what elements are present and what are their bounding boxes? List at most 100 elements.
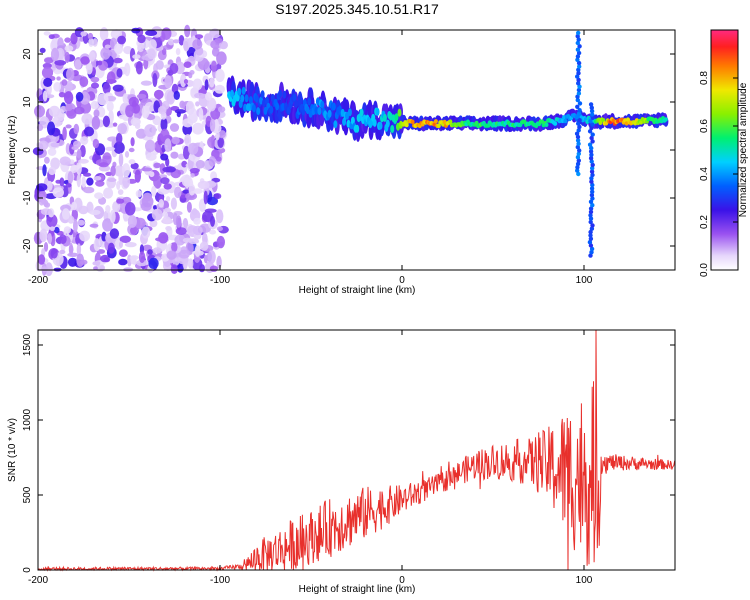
spectrogram-noise-blob: [210, 60, 217, 73]
spectrogram-ridge-core: [292, 93, 297, 102]
colorbar-gradient: [710, 29, 739, 271]
spectrogram-noise-blob: [203, 254, 208, 264]
spectrogram-noise-blob: [83, 172, 92, 177]
spectrogram-noise-blob: [124, 202, 136, 216]
spectrogram-streak: [589, 226, 595, 231]
spectrogram-noise-blob: [145, 139, 156, 153]
spectrogram-noise-blob: [214, 38, 223, 44]
spectrogram-streak: [588, 233, 593, 238]
spectrogram-streak: [577, 108, 582, 113]
spectrogram-noise-blob: [195, 101, 200, 107]
spectrogram-streak: [590, 115, 595, 121]
spectrogram-noise-blob: [134, 169, 141, 183]
spectrogram-noise-blob: [74, 106, 85, 115]
spectrogram-streak: [575, 138, 581, 143]
spectrogram-noise-blob: [124, 151, 130, 158]
spectrogram-noise-blob: [119, 249, 128, 257]
spectrogram-noise-blob: [171, 136, 180, 145]
spectrogram-noise-blob: [151, 208, 163, 221]
spectrogram-noise-blob: [42, 164, 47, 177]
spectrogram-noise-blob: [141, 167, 153, 172]
spectrogram-x-ticks: -200 -100 0 100: [28, 30, 593, 286]
spectrogram-noise-blob: [78, 158, 89, 164]
spectrogram-noise-blob: [94, 192, 104, 199]
spectrogram-ridge-core: [382, 113, 387, 122]
spectrogram-noise-blob: [174, 234, 186, 246]
spectrogram-noise-blob: [192, 122, 204, 135]
spectrogram-noise-blob: [80, 56, 90, 65]
spectrogram-noise-blob: [184, 134, 192, 146]
spectrogram-streak: [588, 149, 594, 154]
snr-x-label: Height of straight line (km): [299, 584, 416, 595]
spectrogram-noise-blob: [76, 253, 85, 267]
spectrogram-ridge-core: [243, 103, 248, 112]
spectrogram-noise-blob: [135, 190, 143, 198]
spectrogram-noise-blob: [203, 190, 208, 205]
spectrogram-noise-blob: [187, 142, 199, 155]
spectrogram-ridge-core: [244, 94, 249, 103]
spectrogram-noise-blob: [64, 51, 70, 64]
spectrogram-noise-blob: [129, 255, 139, 260]
spectrogram-noise-blob: [182, 255, 188, 270]
spectrogram-noise-blob: [105, 146, 116, 151]
spectrogram-noise-blob: [162, 166, 174, 173]
spectrogram-noise-blob: [117, 189, 124, 196]
spectrogram-noise-blob: [214, 193, 222, 200]
spectrogram-noise-blob: [65, 103, 73, 111]
spectrogram-noise-blob: [91, 115, 101, 130]
spectrogram-noise-blob: [62, 126, 67, 140]
spectrogram-noise-blob: [117, 123, 127, 135]
spectrogram-noise-blob: [219, 40, 228, 50]
spectrogram-ridge-core: [355, 124, 360, 133]
spectrogram-noise-blob: [198, 107, 204, 122]
spectrogram-streak: [588, 213, 593, 218]
colorbar-ticks: 0.0 0.2 0.4 0.6 0.8: [699, 71, 738, 277]
spectrogram-streak: [589, 169, 595, 174]
spectrogram-noise-blob: [191, 208, 198, 216]
snr-x-tick-label: -100: [210, 575, 230, 586]
snr-frame: [37, 329, 676, 571]
spectrogram-streak: [575, 168, 580, 173]
spectrogram-x-tick-label: 100: [576, 275, 593, 286]
spectrogram-noise-blob: [202, 232, 208, 245]
spectrogram-noise-blob: [157, 106, 167, 115]
colorbar: 0.0 0.2 0.4 0.6 0.8 Normalized spectral ampl…: [699, 29, 749, 277]
spectrogram-ridge-core: [254, 94, 259, 103]
spectrogram-streak: [588, 219, 593, 225]
spectrogram-noise-blob: [125, 105, 134, 118]
spectrogram-noise-blob: [149, 219, 158, 228]
spectrogram-ridge-core: [404, 122, 409, 128]
spectrogram-noise-blob: [53, 82, 62, 92]
snr-x-tick-label: -200: [28, 575, 48, 586]
spectrogram-streak: [575, 57, 580, 62]
colorbar-tick-label: 0.0: [699, 263, 710, 277]
spectrogram-streak: [588, 216, 594, 221]
spectrogram-ridge-core: [563, 118, 568, 124]
spectrogram-ridge-core: [260, 90, 265, 99]
spectrogram-noise-blob: [113, 141, 125, 154]
spectrogram-y-tick-label: -10: [22, 190, 33, 205]
spectrogram-ridge-core: [359, 108, 364, 117]
spectrogram-noise-blob: [170, 151, 179, 159]
spectrogram-streak: [590, 139, 595, 144]
spectrogram-noise-blob: [44, 57, 54, 64]
spectrogram-streak: [576, 121, 581, 126]
snr-y-label: SNR (10 * v/v): [7, 418, 18, 482]
spectrogram-noise-blob: [128, 159, 136, 165]
spectrogram-noise-blob: [189, 167, 200, 174]
spectrogram-noise-blob: [195, 159, 205, 169]
spectrogram-noise-blob: [130, 137, 135, 147]
spectrogram-noise-blob: [73, 219, 78, 233]
spectrogram-noise-blob: [209, 265, 218, 272]
spectrogram-noise-blob: [47, 147, 57, 156]
spectrogram-noise-blob: [97, 93, 109, 106]
spectrogram-noise-blob: [116, 132, 123, 145]
spectrogram-ridge-core: [390, 125, 395, 133]
spectrogram-noise-blob: [76, 173, 82, 188]
spectrogram-x-tick-label: -100: [210, 275, 230, 286]
spectrogram-streak: [575, 165, 580, 170]
spectrogram-noise-blob: [83, 186, 95, 194]
spectrogram-noise-blob: [174, 186, 182, 199]
spectrogram-noise-blob: [109, 228, 120, 239]
